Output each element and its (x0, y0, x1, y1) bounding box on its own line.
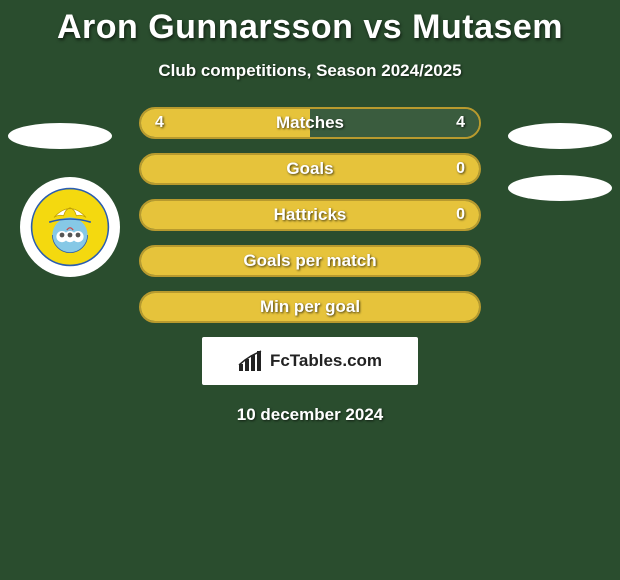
stat-label: Min per goal (260, 297, 360, 317)
footer-date: 10 december 2024 (0, 405, 620, 425)
bar-chart-icon (238, 350, 264, 372)
stat-value-right: 4 (456, 114, 465, 132)
stat-label: Goals per match (243, 251, 376, 271)
player1-placeholder-ellipse (8, 123, 112, 149)
club-crest-icon (30, 187, 110, 267)
stat-value-right: 0 (456, 160, 465, 178)
player2-placeholder-ellipse-2 (508, 175, 612, 201)
player1-club-logo (20, 177, 120, 277)
stat-value-left: 4 (155, 114, 164, 132)
stat-bar: Goals 0 (139, 153, 481, 185)
stat-bar: Hattricks 0 (139, 199, 481, 231)
stat-bar: Min per goal (139, 291, 481, 323)
stat-bar: 4 Matches 4 (139, 107, 481, 139)
site-brand-box: FcTables.com (202, 337, 418, 385)
comparison-bars: 4 Matches 4 Goals 0 Hattricks 0 Goals per match… (139, 107, 481, 323)
stat-label: Matches (276, 113, 344, 133)
page-subtitle: Club competitions, Season 2024/2025 (0, 61, 620, 81)
comparison-card: Aron Gunnarsson vs Mutasem Club competit… (0, 0, 620, 580)
page-title: Aron Gunnarsson vs Mutasem (0, 0, 620, 47)
site-brand-label: FcTables.com (270, 351, 382, 371)
stat-label: Hattricks (274, 205, 347, 225)
stat-bar: Goals per match (139, 245, 481, 277)
player2-placeholder-ellipse-1 (508, 123, 612, 149)
stat-label: Goals (286, 159, 333, 179)
stat-value-right: 0 (456, 206, 465, 224)
